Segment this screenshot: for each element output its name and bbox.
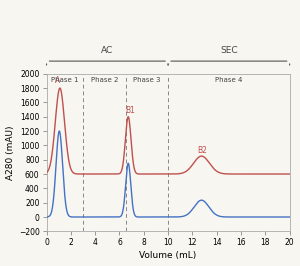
Text: SEC: SEC bbox=[220, 46, 238, 55]
Text: Phase 2: Phase 2 bbox=[91, 77, 118, 83]
Text: Phase 1: Phase 1 bbox=[51, 77, 79, 83]
Text: B2: B2 bbox=[197, 146, 207, 155]
X-axis label: Volume (mL): Volume (mL) bbox=[140, 251, 197, 260]
Text: A: A bbox=[55, 76, 60, 85]
Y-axis label: A280 (mAU): A280 (mAU) bbox=[6, 125, 15, 180]
Text: AC: AC bbox=[101, 46, 113, 55]
Text: Phase 4: Phase 4 bbox=[215, 77, 242, 83]
Text: B1: B1 bbox=[125, 106, 135, 115]
Text: Phase 3: Phase 3 bbox=[133, 77, 161, 83]
